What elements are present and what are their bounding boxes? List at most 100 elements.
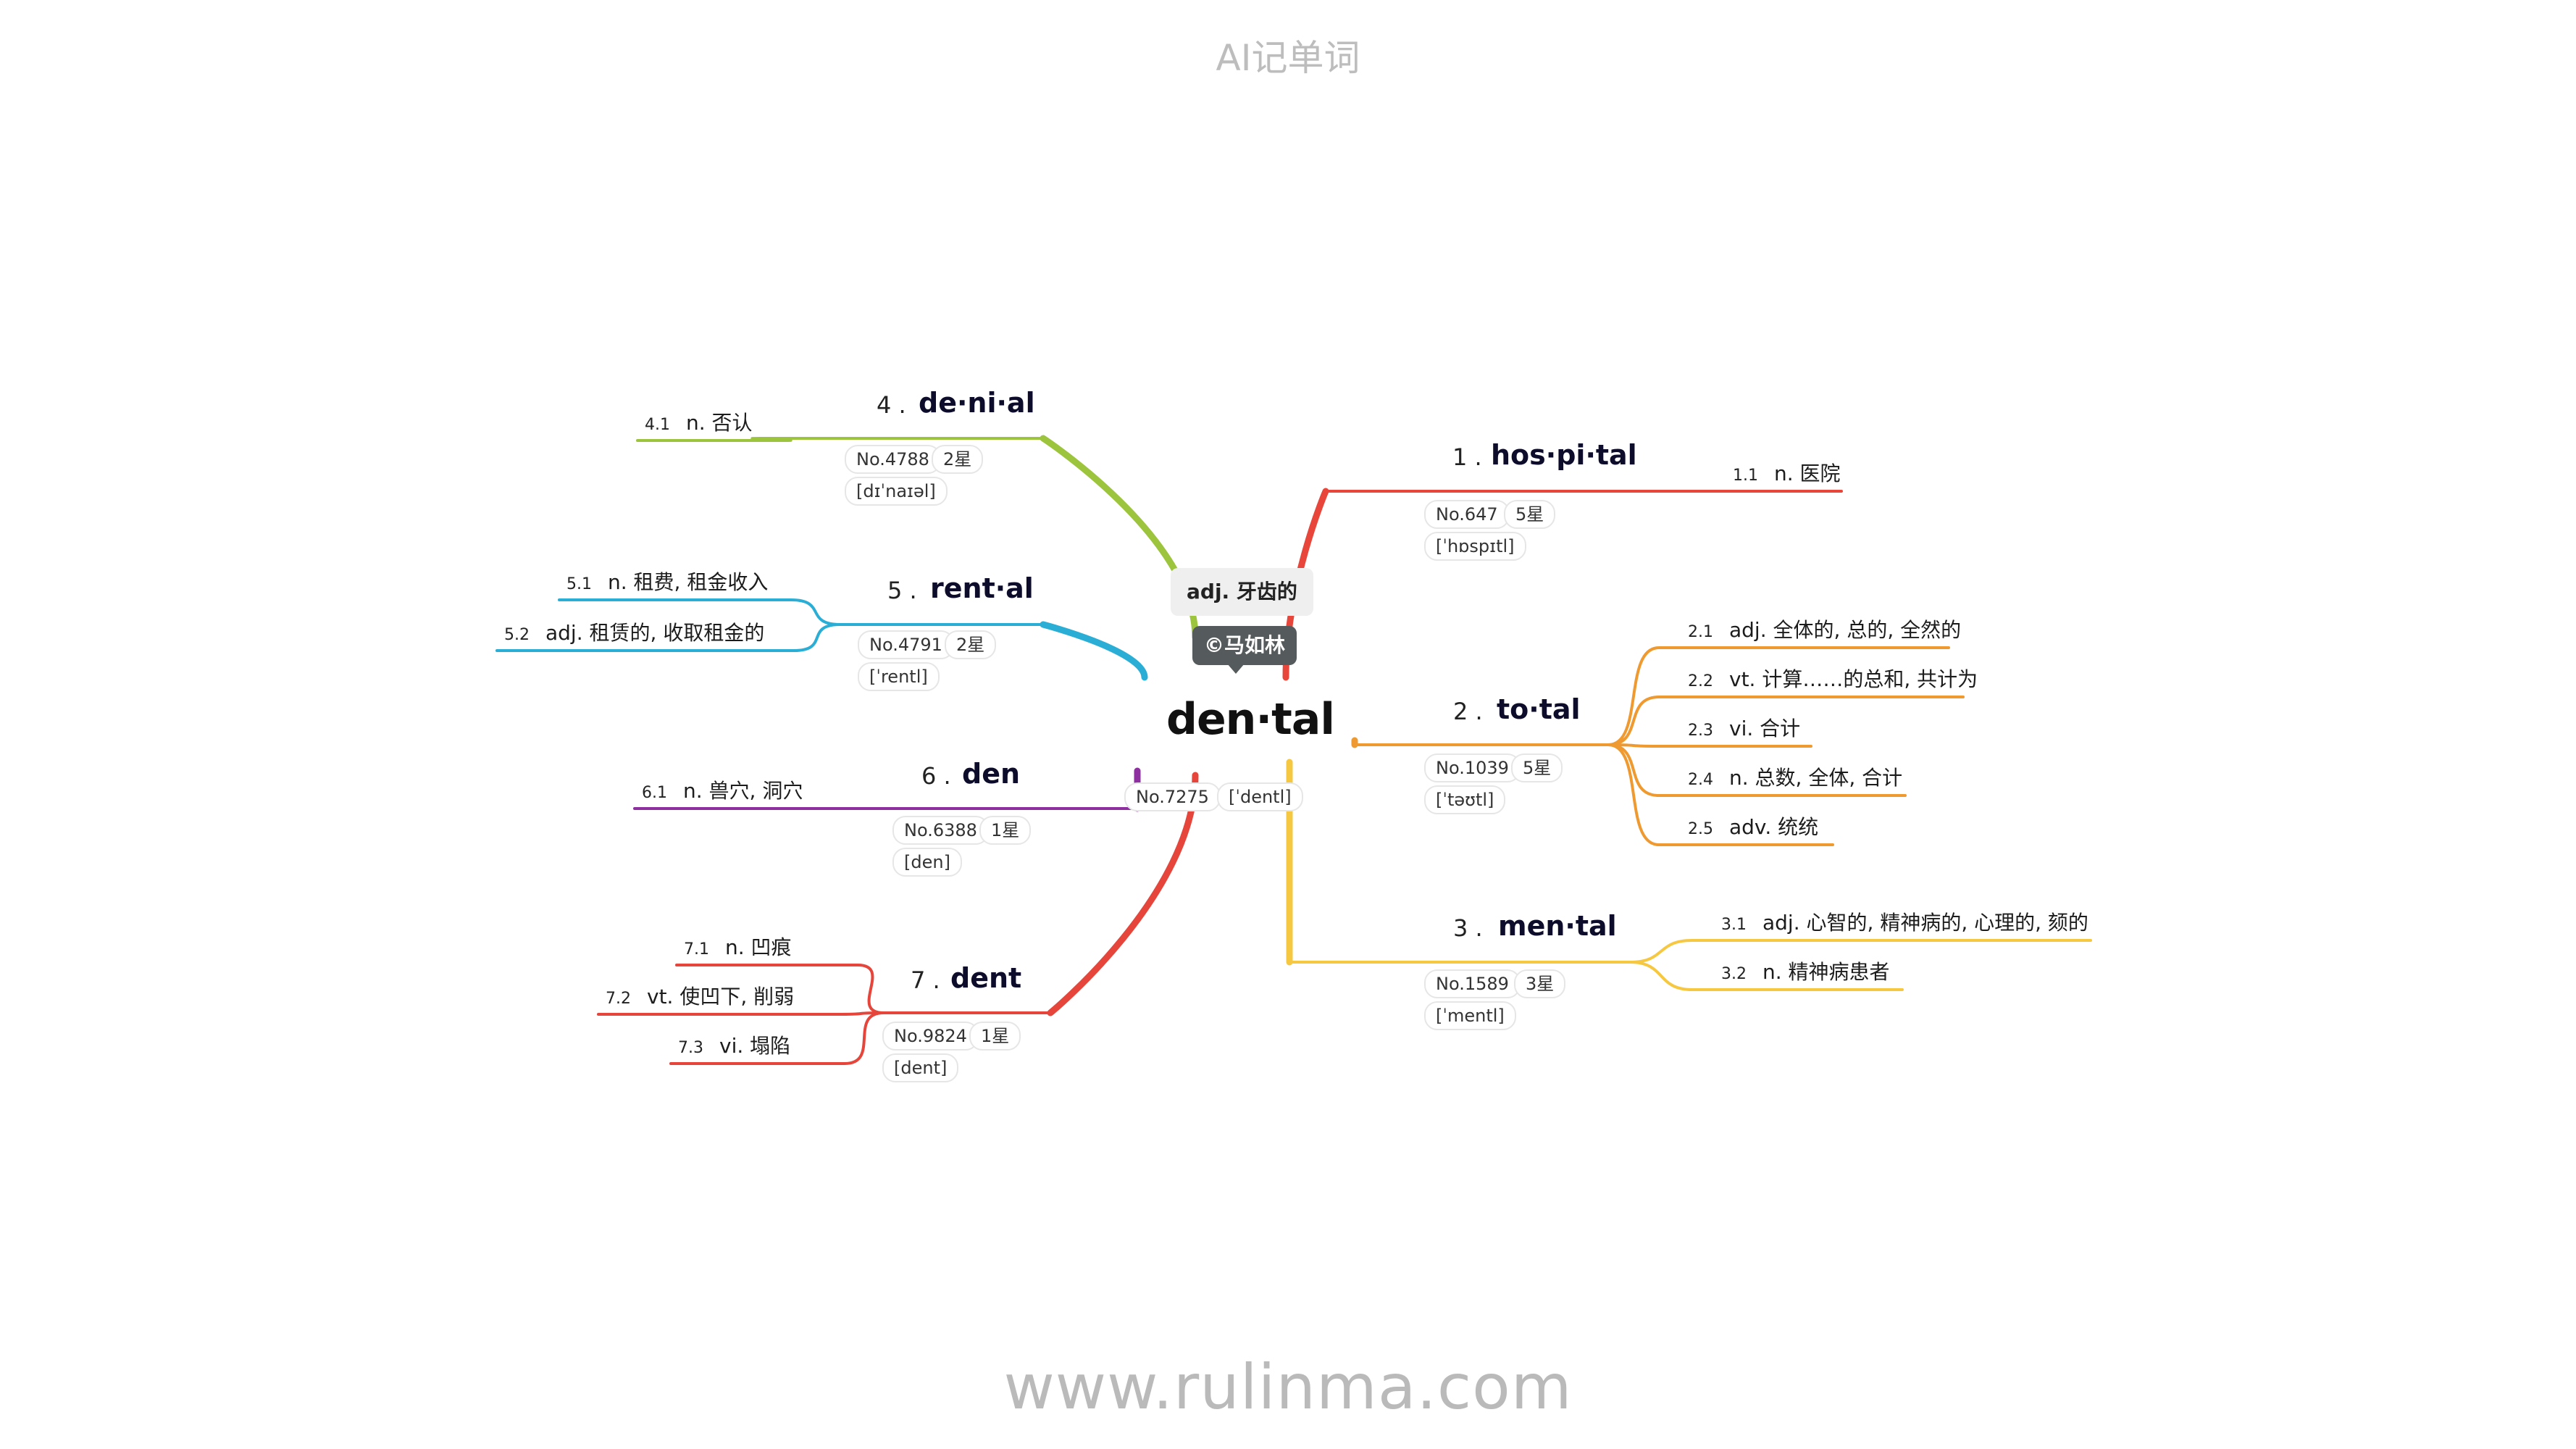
definition-index: 4.1 [645,416,670,434]
branch-number: 1 . [1452,443,1482,471]
star-tag: 2星 [945,630,997,659]
def-line-dent-3 [669,1011,885,1065]
definition-item: 6.1 n. 兽穴, 洞穴 [642,775,803,804]
rank-tag: No.9824 [882,1022,979,1051]
page-title: AI记单词 [1216,37,1360,79]
definition-item: 7.3 vi. 塌陷 [678,1030,790,1059]
definition-text: adj. 租赁的, 收取租金的 [545,621,765,645]
def-line-denial-1 [636,437,793,442]
rank-tag: No.647 [1424,500,1510,529]
definition-text: n. 总数, 全体, 合计 [1729,766,1903,790]
definition-index: 1.1 [1733,467,1758,485]
definition-index: 2.5 [1688,820,1713,838]
def-line-mental-2 [1628,961,1904,991]
phonetic-tag: [dent] [882,1053,959,1082]
rank-tag: No.4788 [845,445,941,474]
definition-item: 5.1 n. 租费, 租金收入 [566,567,768,596]
definition-text: vt. 计算……的总和, 共计为 [1729,667,1978,691]
definition-item: 2.2 vt. 计算……的总和, 共计为 [1688,664,1978,693]
def-line-dent-2 [597,1011,885,1016]
definition-text: vi. 合计 [1729,717,1801,740]
star-tag: 1星 [979,816,1032,845]
def-line-rental-1 [558,598,842,626]
definition-index: 2.1 [1688,623,1713,641]
branch-curve-dent [1047,772,1199,1016]
star-tag: 1星 [969,1022,1021,1051]
central-word[interactable]: den·tal [1166,694,1335,745]
def-line-mental-1 [1628,939,2092,964]
definition-item: 2.3 vi. 合计 [1688,713,1800,742]
definition-text: n. 否认 [686,411,753,435]
rank-tag: No.1589 [1424,969,1521,998]
phonetic-tag: [ˈhɒspɪtl] [1424,532,1526,561]
rank-tag: No.4791 [858,630,954,659]
definition-text: n. 凹痕 [725,935,792,959]
branch-word[interactable]: den [962,758,1021,790]
definition-item: 3.1 adj. 心智的, 精神病的, 心理的, 颏的 [1721,907,2088,936]
branch-number: 5 . [887,577,917,604]
definition-text: n. 医院 [1774,462,1841,485]
definition-index: 7.1 [684,940,709,959]
definition-item: 3.2 n. 精神病患者 [1721,956,1890,985]
definition-text: n. 兽穴, 洞穴 [683,779,803,803]
definition-text: n. 精神病患者 [1762,960,1890,984]
copyright-badge-pointer [1227,664,1245,674]
branch-word[interactable]: de·ni·al [919,387,1035,419]
central-phonetic-tag: [ˈdentl] [1217,782,1303,811]
definition-index: 5.2 [504,626,530,644]
branch-number: 2 . [1453,698,1483,725]
def-line-total-5 [1607,743,1834,846]
phonetic-tag: [dɪˈnaɪəl] [845,477,948,506]
def-line-rental-2 [495,623,842,652]
branch-word[interactable]: to·tal [1497,693,1581,725]
definition-item: 7.2 vt. 使凹下, 削弱 [606,981,794,1010]
definition-index: 2.2 [1688,672,1713,690]
rank-tag: No.1039 [1424,753,1521,782]
def-line-dent-1 [675,964,885,1014]
def-line-total-3 [1607,743,1812,748]
branch-number: 7 . [911,966,940,994]
branch-word[interactable]: dent [950,962,1022,994]
star-tag: 2星 [932,445,984,474]
definition-item: 1.1 n. 医院 [1733,458,1841,487]
rank-tag: No.6388 [892,816,989,845]
definition-index: 6.1 [642,784,667,802]
definition-item: 4.1 n. 否认 [645,407,753,436]
definition-text: vt. 使凹下, 削弱 [647,985,795,1009]
definition-index: 7.2 [606,990,631,1008]
branch-number: 3 . [1453,914,1483,942]
definition-index: 7.3 [678,1039,703,1057]
definition-item: 2.1 adj. 全体的, 总的, 全然的 [1688,614,1961,643]
branch-word[interactable]: hos·pi·tal [1491,439,1637,471]
copyright-badge: ©马如林 [1192,626,1297,665]
definition-text: adj. 全体的, 总的, 全然的 [1729,618,1962,642]
branch-word[interactable]: rent·al [930,572,1034,604]
definition-index: 2.3 [1688,722,1713,740]
phonetic-tag: [ˈmentl] [1424,1001,1516,1030]
definition-item: 5.2 adj. 租赁的, 收取租金的 [504,617,764,646]
branch-word[interactable]: men·tal [1498,910,1617,942]
definition-index: 3.2 [1721,965,1747,983]
def-line-total-4 [1607,743,1907,797]
definition-item: 7.1 n. 凹痕 [684,932,792,961]
star-tag: 3星 [1514,969,1566,998]
central-rank-tag: No.7275 [1124,782,1221,811]
phonetic-tag: [ˈrentl] [858,662,940,691]
definition-text: adv. 统统 [1729,815,1819,839]
star-tag: 5星 [1504,500,1556,529]
definition-text: n. 租费, 租金收入 [608,570,769,594]
central-meaning-bubble: adj. 牙齿的 [1171,568,1313,616]
branch-number: 6 . [921,762,951,790]
definition-index: 2.4 [1688,771,1713,789]
branch-number: 4 . [877,391,906,419]
branch-curve-rental [1040,621,1148,681]
def-line-total-2 [1607,696,1965,746]
definition-text: adj. 心智的, 精神病的, 心理的, 颏的 [1762,911,2088,935]
definition-index: 3.1 [1721,916,1747,934]
def-line-total-1 [1607,646,1950,746]
footer-url: www.rulinma.com [1003,1351,1573,1424]
phonetic-tag: [den] [892,848,962,877]
phonetic-tag: [ˈtəʊtl] [1424,785,1506,814]
definition-item: 2.4 n. 总数, 全体, 合计 [1688,762,1902,791]
